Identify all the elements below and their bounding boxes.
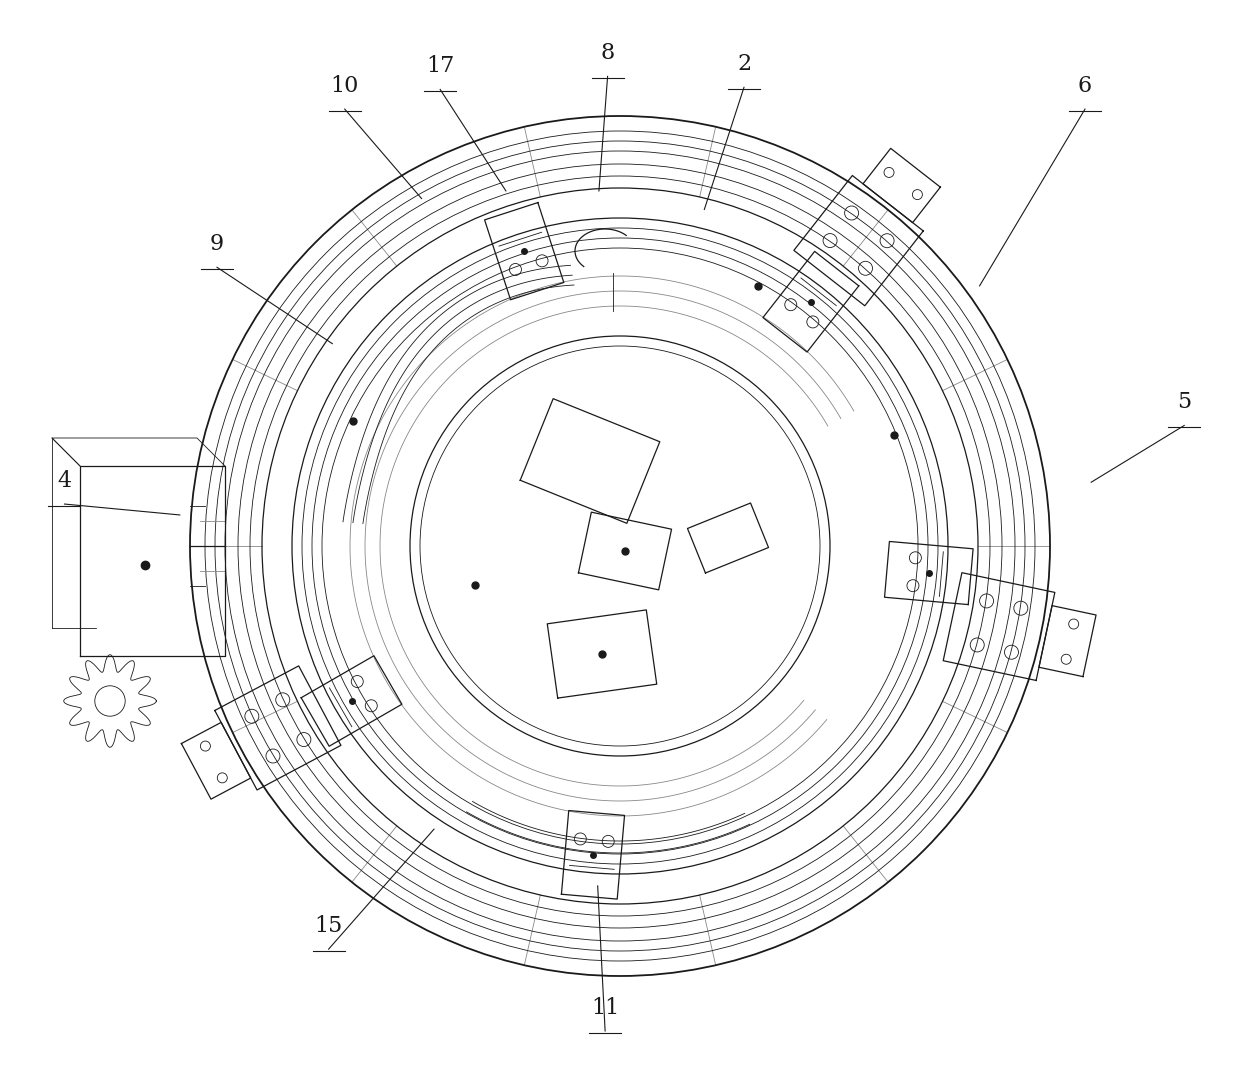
- Text: 6: 6: [1078, 75, 1092, 97]
- Text: 8: 8: [600, 43, 615, 64]
- Text: 9: 9: [210, 233, 224, 255]
- Text: 4: 4: [57, 470, 72, 492]
- Text: 10: 10: [331, 75, 358, 97]
- Text: 11: 11: [591, 997, 619, 1019]
- Text: 5: 5: [1177, 392, 1192, 413]
- Text: 15: 15: [315, 915, 342, 937]
- Text: 17: 17: [427, 56, 454, 77]
- Text: 2: 2: [737, 53, 751, 75]
